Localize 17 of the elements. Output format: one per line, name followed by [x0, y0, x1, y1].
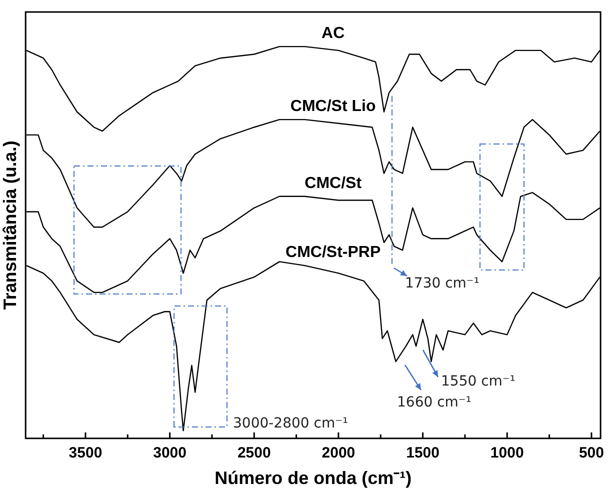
- series-label: AC: [322, 24, 346, 42]
- x-tick-label: 3000: [153, 444, 186, 462]
- series-label: CMC/St: [304, 174, 362, 192]
- series-label: CMC/St Lio: [290, 98, 376, 115]
- x-axis-title: Número de onda (cm⁻¹): [214, 468, 412, 488]
- x-tick-label: 3500: [68, 444, 102, 462]
- x-tick-label: 2500: [237, 444, 271, 462]
- y-axis-title: Transmitância (u.a.): [0, 140, 20, 310]
- annotation: 1660 cm⁻¹: [397, 394, 472, 411]
- annotation: 1730 cm⁻¹: [405, 276, 480, 292]
- series-label: CMC/St-PRP: [286, 244, 381, 261]
- annotation: 1550 cm⁻¹: [441, 374, 516, 390]
- x-tick-label: 500: [578, 444, 604, 462]
- x-tick-label: 1000: [490, 444, 524, 462]
- annotation: 3000-2800 cm⁻¹: [233, 416, 348, 432]
- x-tick-label: 2000: [322, 444, 356, 462]
- x-tick-label: 1500: [406, 444, 440, 462]
